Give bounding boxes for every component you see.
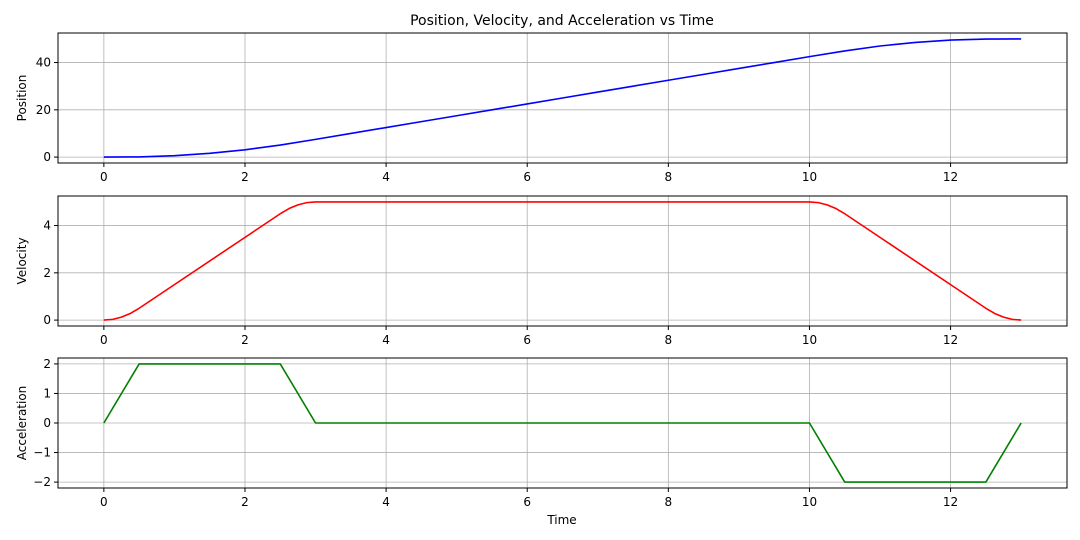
acceleration-x-tick-label: 8 — [665, 495, 673, 509]
velocity-x-tick-label: 12 — [943, 333, 958, 347]
position-y-tick-label: 0 — [43, 150, 51, 164]
position-x-tick-label: 8 — [665, 170, 673, 184]
velocity-panel: 0 2 4 6 8 10 12 0 2 4 Velocity — [15, 195, 1068, 347]
acceleration-y-tick-label: −2 — [33, 475, 51, 489]
acceleration-x-tick-label: 6 — [523, 495, 531, 509]
velocity-y-axis-label: Velocity — [15, 237, 29, 284]
position-y-tick-label: 40 — [36, 56, 51, 70]
velocity-x-tick-label: 6 — [523, 333, 531, 347]
velocity-y-tick-label: 4 — [43, 219, 51, 233]
acceleration-y-axis-label: Acceleration — [15, 386, 29, 461]
velocity-x-tick-label: 10 — [802, 333, 817, 347]
acceleration-x-tick-label: 4 — [382, 495, 390, 509]
position-x-tick-label: 6 — [523, 170, 531, 184]
velocity-x-tick-label: 4 — [382, 333, 390, 347]
velocity-x-tick-label: 0 — [100, 333, 108, 347]
position-y-tick-label: 20 — [36, 103, 51, 117]
chart-title: Position, Velocity, and Acceleration vs … — [410, 13, 714, 29]
acceleration-y-tick-label: −1 — [33, 446, 51, 460]
velocity-x-tick-label: 2 — [241, 333, 249, 347]
velocity-x-tick-label: 8 — [665, 333, 673, 347]
velocity-axes-frame — [57, 195, 1068, 327]
velocity-line — [103, 201, 1022, 321]
position-y-axis-label: Position — [15, 75, 29, 122]
velocity-y-tick-label: 0 — [43, 313, 51, 327]
position-x-tick-label: 10 — [802, 170, 817, 184]
acceleration-y-tick-label: 1 — [43, 386, 51, 400]
acceleration-line — [103, 363, 1022, 483]
velocity-y-tick-label: 2 — [43, 266, 51, 280]
position-panel: 0 2 4 6 8 10 12 0 20 40 Position — [15, 32, 1068, 184]
acceleration-y-tick-label: 2 — [43, 357, 51, 371]
position-x-tick-label: 0 — [100, 170, 108, 184]
position-x-tick-label: 2 — [241, 170, 249, 184]
acceleration-x-tick-label: 2 — [241, 495, 249, 509]
position-line — [103, 38, 1022, 158]
position-x-tick-label: 12 — [943, 170, 958, 184]
position-axes-frame — [57, 32, 1068, 164]
x-axis-label: Time — [546, 513, 576, 527]
acceleration-x-tick-label: 0 — [100, 495, 108, 509]
acceleration-y-tick-label: 0 — [43, 416, 51, 430]
position-x-tick-label: 4 — [382, 170, 390, 184]
acceleration-x-tick-label: 10 — [802, 495, 817, 509]
acceleration-x-tick-label: 12 — [943, 495, 958, 509]
